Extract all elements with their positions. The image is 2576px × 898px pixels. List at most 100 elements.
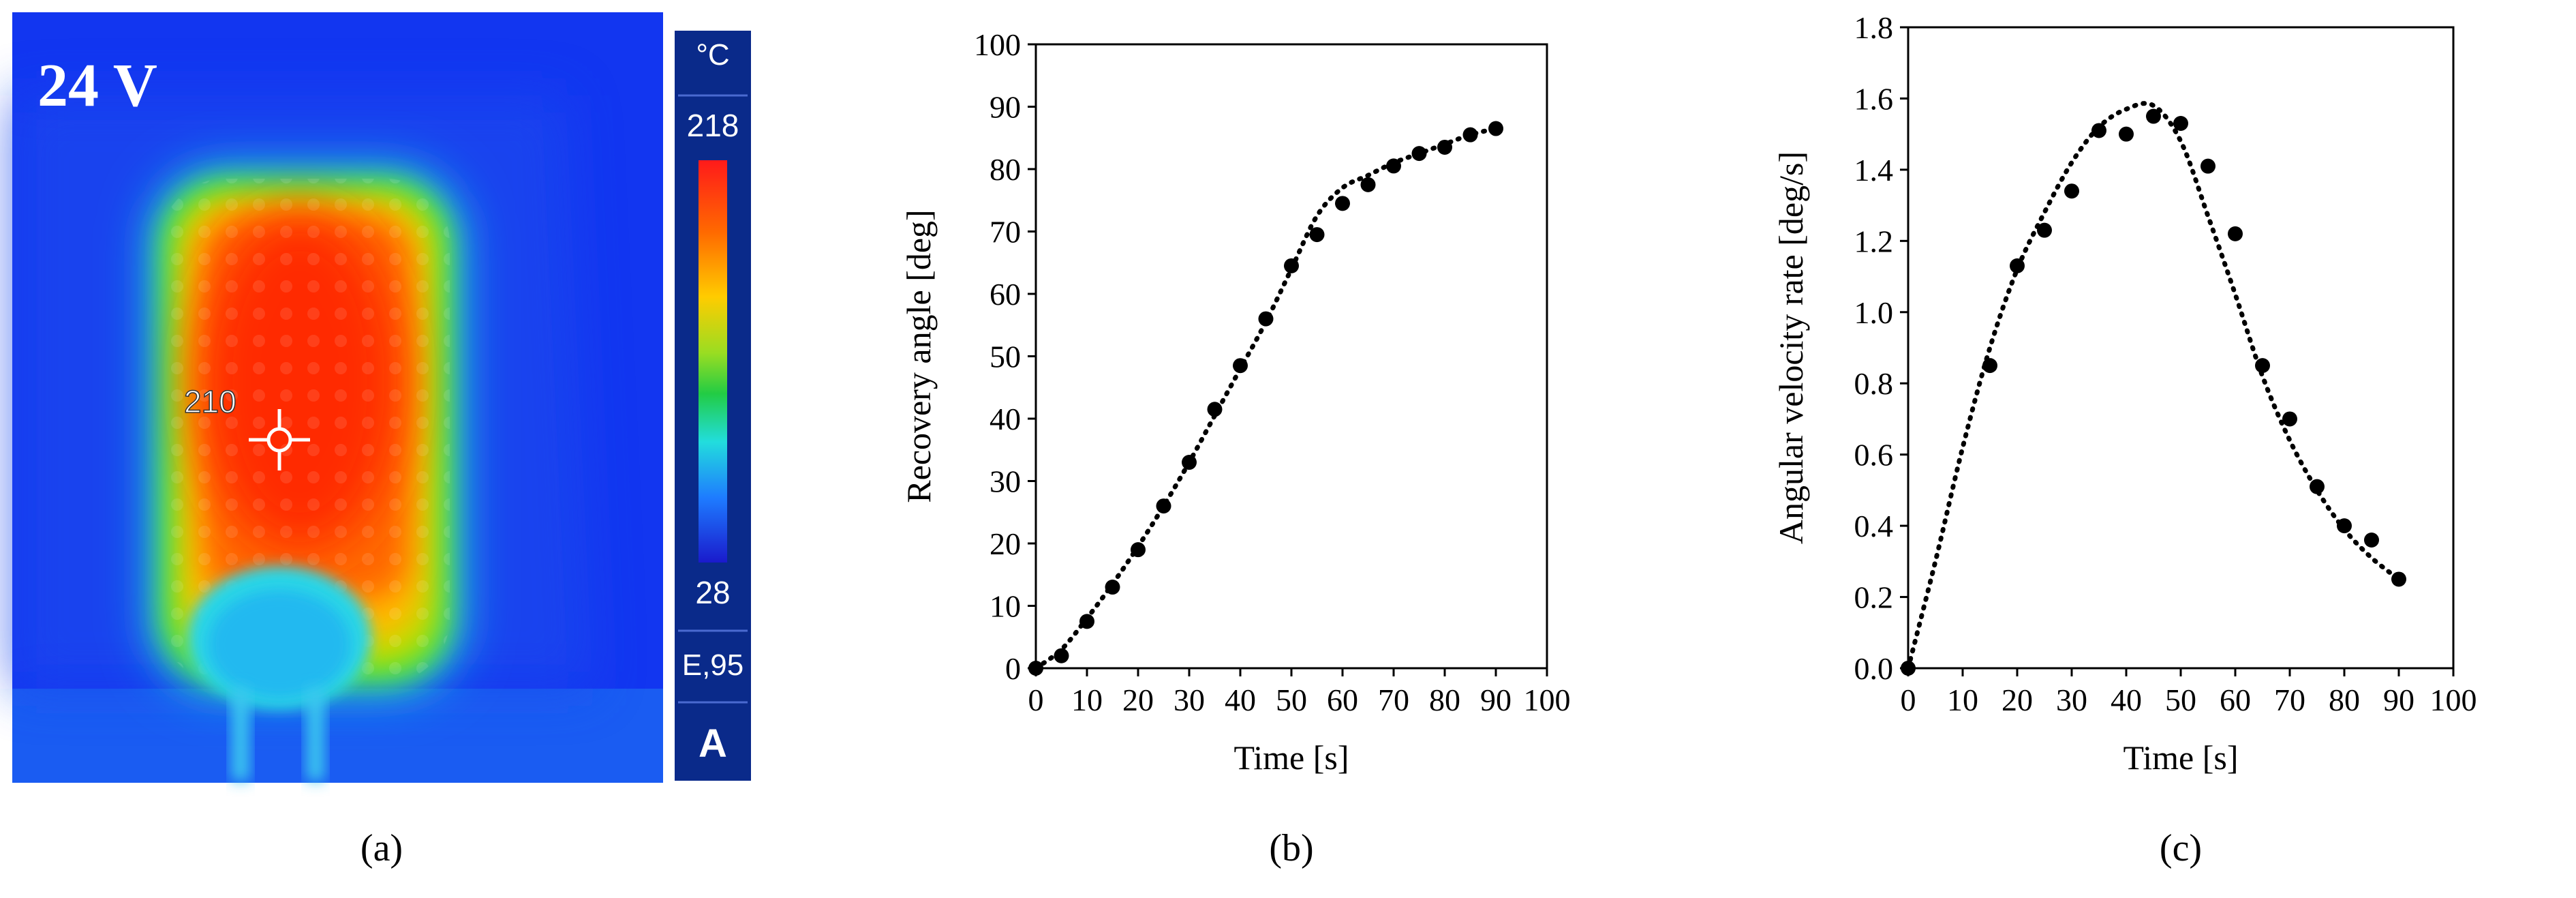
chart1-ytick-label: 0 <box>1005 651 1021 686</box>
chart1-xtick-label: 60 <box>1327 683 1358 717</box>
lead-wire <box>307 689 324 781</box>
voltage-label: 24 V <box>37 52 157 119</box>
chart1-data-point <box>1207 402 1223 417</box>
chart2-xtick-label: 30 <box>2056 683 2087 717</box>
chart1-data-point <box>1258 311 1274 327</box>
chart1-xtick-label: 0 <box>1028 683 1044 717</box>
chart1-data-point <box>1335 196 1350 211</box>
chart2-ytick-label: 0.8 <box>1854 366 1894 401</box>
chart-c: 0.0 0.2 0.4 0.6 0.8 1.0 1.2 1.4 1.6 1.8 0 10 20 30 40 5… <box>1745 0 2576 895</box>
lead-wire <box>232 689 249 781</box>
chart1-xtick-label: 40 <box>1225 683 1256 717</box>
panel-a: 24 V 210 °C 218 28 E,95 A (a) <box>0 0 784 895</box>
chart2-data-point <box>2119 126 2134 142</box>
chart1-xtick-label: 10 <box>1071 683 1103 717</box>
chart2-ytick-label: 1.8 <box>1854 10 1894 45</box>
chart1-data-point <box>1437 139 1452 155</box>
chart1-data-point <box>1131 542 1146 558</box>
mode-indicator: A <box>699 721 727 766</box>
chart1-data-point <box>1233 358 1248 374</box>
chart1-data-point <box>1079 614 1094 629</box>
chart2-ytick-label: 0.4 <box>1854 509 1894 543</box>
chart2-data-point <box>2173 116 2188 131</box>
chart1-caption: (b) <box>1269 827 1313 869</box>
chart2-data-point <box>1901 661 1916 676</box>
chart1-data-point <box>1105 580 1120 595</box>
chart1-data-point <box>1488 121 1503 136</box>
chart1-data-point <box>1156 498 1171 514</box>
chart-c-svg: 0.0 0.2 0.4 0.6 0.8 1.0 1.2 1.4 1.6 1.8 0 10 20 30 40 5… <box>1772 10 2477 869</box>
chart2-y-axis-label: Angular velocity rate [deg/s] <box>1772 151 1810 544</box>
heater-hot-region <box>153 170 460 689</box>
chart1-xtick-label: 20 <box>1122 683 1154 717</box>
chart2-data-point <box>2310 479 2325 494</box>
chart1-trend-line <box>1033 126 1499 671</box>
chart1-ytick-label: 60 <box>990 277 1021 312</box>
chart1-data-point <box>1360 177 1376 192</box>
chart1-data-point <box>1462 127 1478 143</box>
chart2-data-point <box>2201 158 2215 174</box>
chart2-caption: (c) <box>2160 827 2202 869</box>
chart1-ytick-label: 20 <box>990 526 1021 561</box>
scale-min: 28 <box>695 575 730 610</box>
chart2-xtick-label: 50 <box>2165 683 2196 717</box>
thermal-base-plate <box>12 689 663 783</box>
chart1-ytick-label: 70 <box>990 215 1021 250</box>
chart1-y-axis-label: Recovery angle [deg] <box>900 209 938 503</box>
chart2-ytick-label: 0.6 <box>1854 438 1894 473</box>
chart2-x-axis-label: Time [s] <box>2123 738 2238 777</box>
chart2-data-point <box>2010 258 2025 273</box>
chart1-data-point <box>1386 158 1401 174</box>
chart1-xtick-label: 30 <box>1174 683 1205 717</box>
chart2-data-point <box>2037 222 2052 238</box>
chart1-data-point <box>1309 227 1325 243</box>
chart1-data-point <box>1411 146 1427 162</box>
chart2-xtick-label: 80 <box>2329 683 2360 717</box>
chart2-xtick-label: 0 <box>1901 683 1916 717</box>
chart2-data-point <box>2228 226 2243 241</box>
chart2-data-point <box>2282 411 2297 427</box>
color-scale-gradient <box>699 160 727 563</box>
chart1-data-point <box>1182 455 1197 470</box>
chart1-ytick-label: 100 <box>974 27 1021 62</box>
scale-unit: °C <box>696 38 729 72</box>
chart1-data-point <box>1054 648 1069 663</box>
chart1-xtick-label: 90 <box>1480 683 1512 717</box>
chart2-xtick-label: 100 <box>2430 683 2477 717</box>
chart2-ytick-label: 1.6 <box>1854 81 1894 116</box>
chart2-xtick-label: 70 <box>2274 683 2305 717</box>
chart1-ytick-label: 10 <box>990 589 1021 624</box>
thermal-figure: 24 V 210 °C 218 28 E,95 A (a) <box>12 12 751 869</box>
chart1-ytick-label: 80 <box>990 152 1021 187</box>
scale-max: 218 <box>687 108 739 143</box>
chart1-xtick-label: 100 <box>1524 683 1571 717</box>
chart1-xtick-label: 80 <box>1429 683 1460 717</box>
chart2-data-point <box>2337 518 2352 534</box>
chart1-data-point <box>1284 258 1299 273</box>
chart2-xtick-label: 40 <box>2111 683 2142 717</box>
chart2-ytick-label: 0.0 <box>1854 651 1894 686</box>
chart1-ytick-label: 40 <box>990 402 1021 436</box>
chart1-ytick-label: 30 <box>990 464 1021 499</box>
spot-crosshair-icon <box>249 409 310 470</box>
chart2-xtick-label: 90 <box>2383 683 2414 717</box>
chart2-ytick-label: 1.4 <box>1854 153 1894 188</box>
chart2-ytick-label: 1.0 <box>1854 295 1894 330</box>
chart2-xtick-label: 10 <box>1947 683 1978 717</box>
chart-b: 0 10 20 30 40 50 60 70 80 90 100 0 10 20 30 40 50 60 70 80 9… <box>879 0 1663 895</box>
chart2-ytick-label: 1.2 <box>1854 224 1894 258</box>
chart-b-svg: 0 10 20 30 40 50 60 70 80 90 100 0 10 20 30 40 50 60 70 80 9… <box>900 27 1571 869</box>
chart1-ytick-label: 90 <box>990 90 1021 125</box>
chart2-trend-line <box>1905 101 2402 671</box>
chart1-data-point <box>1028 661 1043 676</box>
chart1-ytick-label: 50 <box>990 340 1021 374</box>
chart2-data-point <box>2364 533 2379 548</box>
chart2-xtick-label: 60 <box>2220 683 2251 717</box>
chart2-ytick-label: 0.2 <box>1854 580 1894 615</box>
emissivity-value: E,95 <box>682 648 744 682</box>
spot-temperature: 210 <box>184 384 236 419</box>
chart2-data-point <box>1982 358 1997 374</box>
chart2-data-point <box>2391 571 2406 587</box>
chart2-data-point <box>2146 108 2161 124</box>
chart2-data-point <box>2064 183 2079 199</box>
